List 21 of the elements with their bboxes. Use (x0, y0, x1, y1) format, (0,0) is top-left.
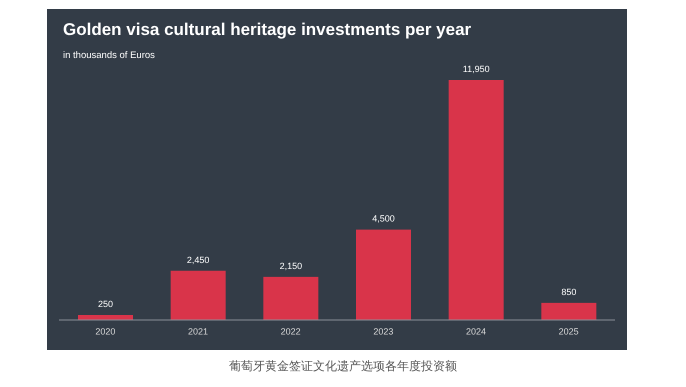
bar (78, 314, 133, 320)
data-label: 4,500 (372, 214, 395, 224)
data-label: 2,150 (280, 260, 302, 271)
x-tick-label: 2022 (280, 326, 301, 336)
bar (356, 230, 411, 320)
chart-title: Golden visa cultural heritage investments per year (63, 20, 472, 40)
x-tick-label: 2023 (373, 326, 394, 336)
bar (541, 302, 596, 320)
x-tick-label: 2025 (558, 326, 579, 336)
data-label: 850 (561, 286, 576, 297)
chart-subtitle: in thousands of Euros (63, 50, 155, 61)
data-label: 11,950 (462, 64, 490, 74)
data-label: 2,450 (186, 254, 210, 265)
bar (448, 80, 504, 320)
bar (170, 270, 226, 320)
data-label: 250 (98, 298, 114, 309)
bar (263, 276, 318, 320)
x-tick-label: 2024 (466, 326, 486, 336)
text: 葡萄牙黄金签证文化遗产选项各年度投资额 (228, 358, 458, 375)
x-tick-label: 2021 (188, 326, 208, 336)
x-tick-label: 2020 (95, 326, 116, 336)
